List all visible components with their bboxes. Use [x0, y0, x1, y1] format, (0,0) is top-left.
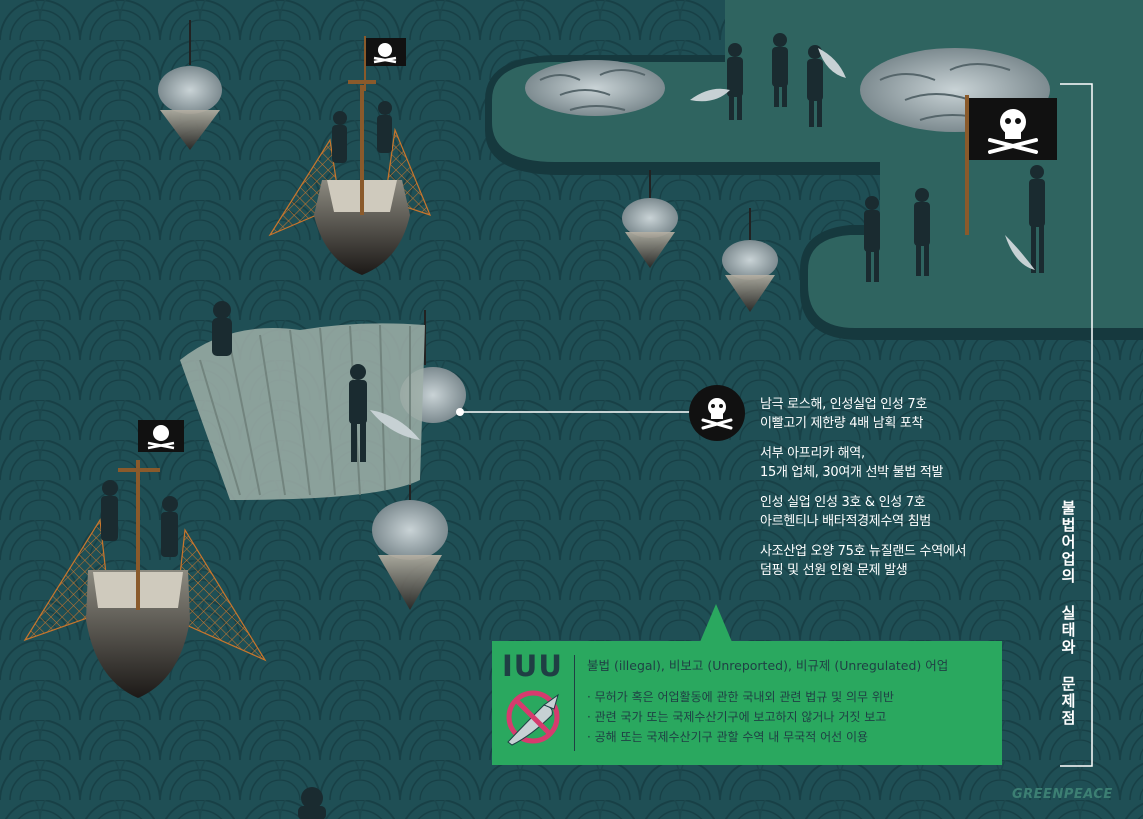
fishing-ship-top: [268, 36, 432, 275]
fact-line: 서부 아프리카 해역,: [760, 446, 865, 461]
iuu-criteria-list: 무허가 혹은 어업활동에 관한 국내외 관련 법규 및 의무 위반 관련 국가 …: [587, 687, 894, 747]
fact-line: 인성 실업 인성 3호 & 인성 7호: [760, 495, 926, 510]
fact-line: 사조산업 오양 75호 뉴질랜드 수역에서: [760, 544, 967, 559]
iuu-separator: [574, 655, 575, 751]
list-item: 무허가 혹은 어업활동에 관한 국내외 관련 법규 및 의무 위반: [587, 687, 894, 707]
vertical-title: 불법어업의 실태와 문제점: [1059, 500, 1077, 727]
list-item: 공해 또는 국제수산기구 관할 수역 내 무국적 어선 이용: [587, 727, 894, 747]
fish-bundles: [158, 20, 778, 610]
iuu-title: IUU: [502, 649, 563, 683]
fact-line: 이빨고기 제한량 4배 남획 포착: [760, 416, 924, 431]
iuu-pointer: [700, 604, 732, 642]
fact-item: 서부 아프리카 해역, 15개 업체, 30여개 선박 불법 적발: [760, 444, 1020, 482]
greenpeace-logo: GREENPEACE: [1012, 787, 1113, 802]
list-item: 관련 국가 또는 국제수산기구에 보고하지 않거나 거짓 보고: [587, 707, 894, 727]
skull-badge-icon: [689, 385, 745, 441]
dock-workers: [727, 33, 1045, 282]
fact-line: 남극 로스해, 인성실업 인성 7호: [760, 397, 928, 412]
iuu-definition-box: IUU 불법 (illegal), 비보고 (Unreported), 비규제 …: [492, 641, 1002, 765]
bracket-line: [1060, 83, 1093, 767]
iuu-definition: 불법 (illegal), 비보고 (Unreported), 비규제 (Unr…: [587, 658, 949, 673]
no-fishing-icon: [506, 690, 560, 746]
fishing-ship-bottom: [23, 420, 267, 698]
fact-line: 15개 업체, 30여개 선박 불법 적발: [760, 465, 944, 480]
pirate-flag-dock: [965, 95, 1057, 235]
fact-line: 아르헨티나 배타적경제수역 침범: [760, 514, 931, 529]
trawl-net: [180, 301, 425, 500]
fact-line: 덤핑 및 선원 인원 문제 발생: [760, 563, 908, 578]
fish-pile-left: [525, 60, 665, 116]
swimmer: [298, 787, 326, 819]
